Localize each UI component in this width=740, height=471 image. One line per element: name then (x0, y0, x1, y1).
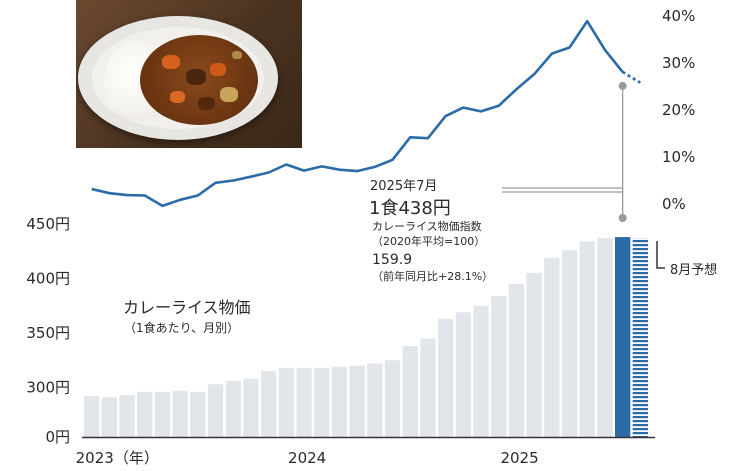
bar (455, 312, 471, 437)
line-axis-tick-label: 10% (662, 148, 695, 166)
bar (331, 366, 348, 437)
bar-axis-tick-label: 450円 (26, 215, 70, 233)
annotation-index-value: 159.9 (372, 252, 412, 268)
bar (597, 238, 613, 437)
bar-axis-tick-label: 0円 (45, 428, 70, 446)
bar-series (84, 237, 648, 437)
line-path (91, 19, 624, 208)
chart-subtitle: （1食あたり、月別） (124, 320, 239, 335)
bar (137, 391, 153, 437)
x-axis-tick-label: 2023（年） (76, 449, 159, 467)
line-axis-tick-label: 20% (662, 101, 695, 119)
bar-forecast (632, 238, 648, 437)
curry-photo (76, 0, 302, 148)
bar (402, 346, 418, 437)
curry-sauce (140, 35, 258, 125)
forecast-label: 8月予想 (670, 262, 717, 278)
bar (261, 371, 277, 437)
forecast-bracket (656, 241, 665, 269)
connector-line (502, 89, 624, 214)
bar-axis-ticks: 450円 400円 350円 300円 0円 (26, 215, 70, 446)
connector-dot-bottom (618, 214, 627, 222)
annotation-date: 2025年7月 (370, 179, 437, 194)
annotation-price: 1食438円 (369, 198, 451, 219)
bar (420, 338, 436, 437)
bar (473, 305, 489, 437)
bar (119, 395, 135, 437)
bar (84, 396, 100, 437)
bar (384, 360, 401, 437)
bar-axis-tick-label: 350円 (26, 324, 70, 342)
plate (78, 16, 278, 140)
carrot-chunk (162, 55, 180, 69)
annotation-index-base: （2020年平均=100） (372, 234, 485, 248)
annotation-yoy: （前年同月比+28.1%） (372, 269, 493, 283)
carrot-chunk (170, 91, 185, 103)
bar (243, 378, 259, 437)
bar (296, 367, 312, 437)
line-axis-tick-label: 30% (662, 54, 695, 72)
connector-dot-top (618, 81, 627, 90)
chart-title: カレーライス物価 (123, 298, 251, 317)
bar (101, 397, 117, 437)
bar (438, 318, 454, 437)
potato-chunk (220, 87, 238, 102)
bar-axis-tick-label: 400円 (26, 270, 70, 288)
beef-chunk (186, 69, 206, 85)
bar (278, 367, 294, 437)
bar (561, 250, 578, 437)
line-axis-tick-label: 0% (662, 195, 686, 213)
bar (349, 365, 365, 437)
bar (367, 363, 383, 437)
x-axis-tick-label: 2025 (500, 449, 538, 467)
annotation-connector (502, 81, 627, 222)
line-series (91, 19, 641, 208)
bar (579, 241, 595, 437)
line-axis-ticks: 40% 30% 20% 10% 0% (662, 7, 695, 213)
bar (526, 273, 542, 437)
bar (207, 384, 224, 437)
bar-axis-tick-label: 300円 (26, 379, 70, 397)
x-axis-tick-label: 2024 (288, 449, 326, 467)
beef-chunk (198, 97, 215, 110)
bar (172, 390, 188, 437)
bar (508, 283, 525, 437)
line-axis-tick-label: 40% (662, 7, 695, 25)
bar (491, 295, 507, 437)
line-forecast-path (621, 70, 641, 84)
bar (190, 391, 206, 437)
bar (314, 367, 330, 437)
carrot-chunk (210, 63, 226, 76)
bar-highlight (615, 237, 631, 437)
bar (544, 257, 560, 437)
annotation-index-name: カレーライス物価指数 (372, 219, 482, 233)
bar (225, 380, 241, 437)
x-axis-ticks: 2023（年） 2024 2025 (76, 449, 539, 467)
bar (154, 391, 171, 437)
bean-chunk (232, 51, 242, 59)
plate-inner (92, 27, 264, 129)
